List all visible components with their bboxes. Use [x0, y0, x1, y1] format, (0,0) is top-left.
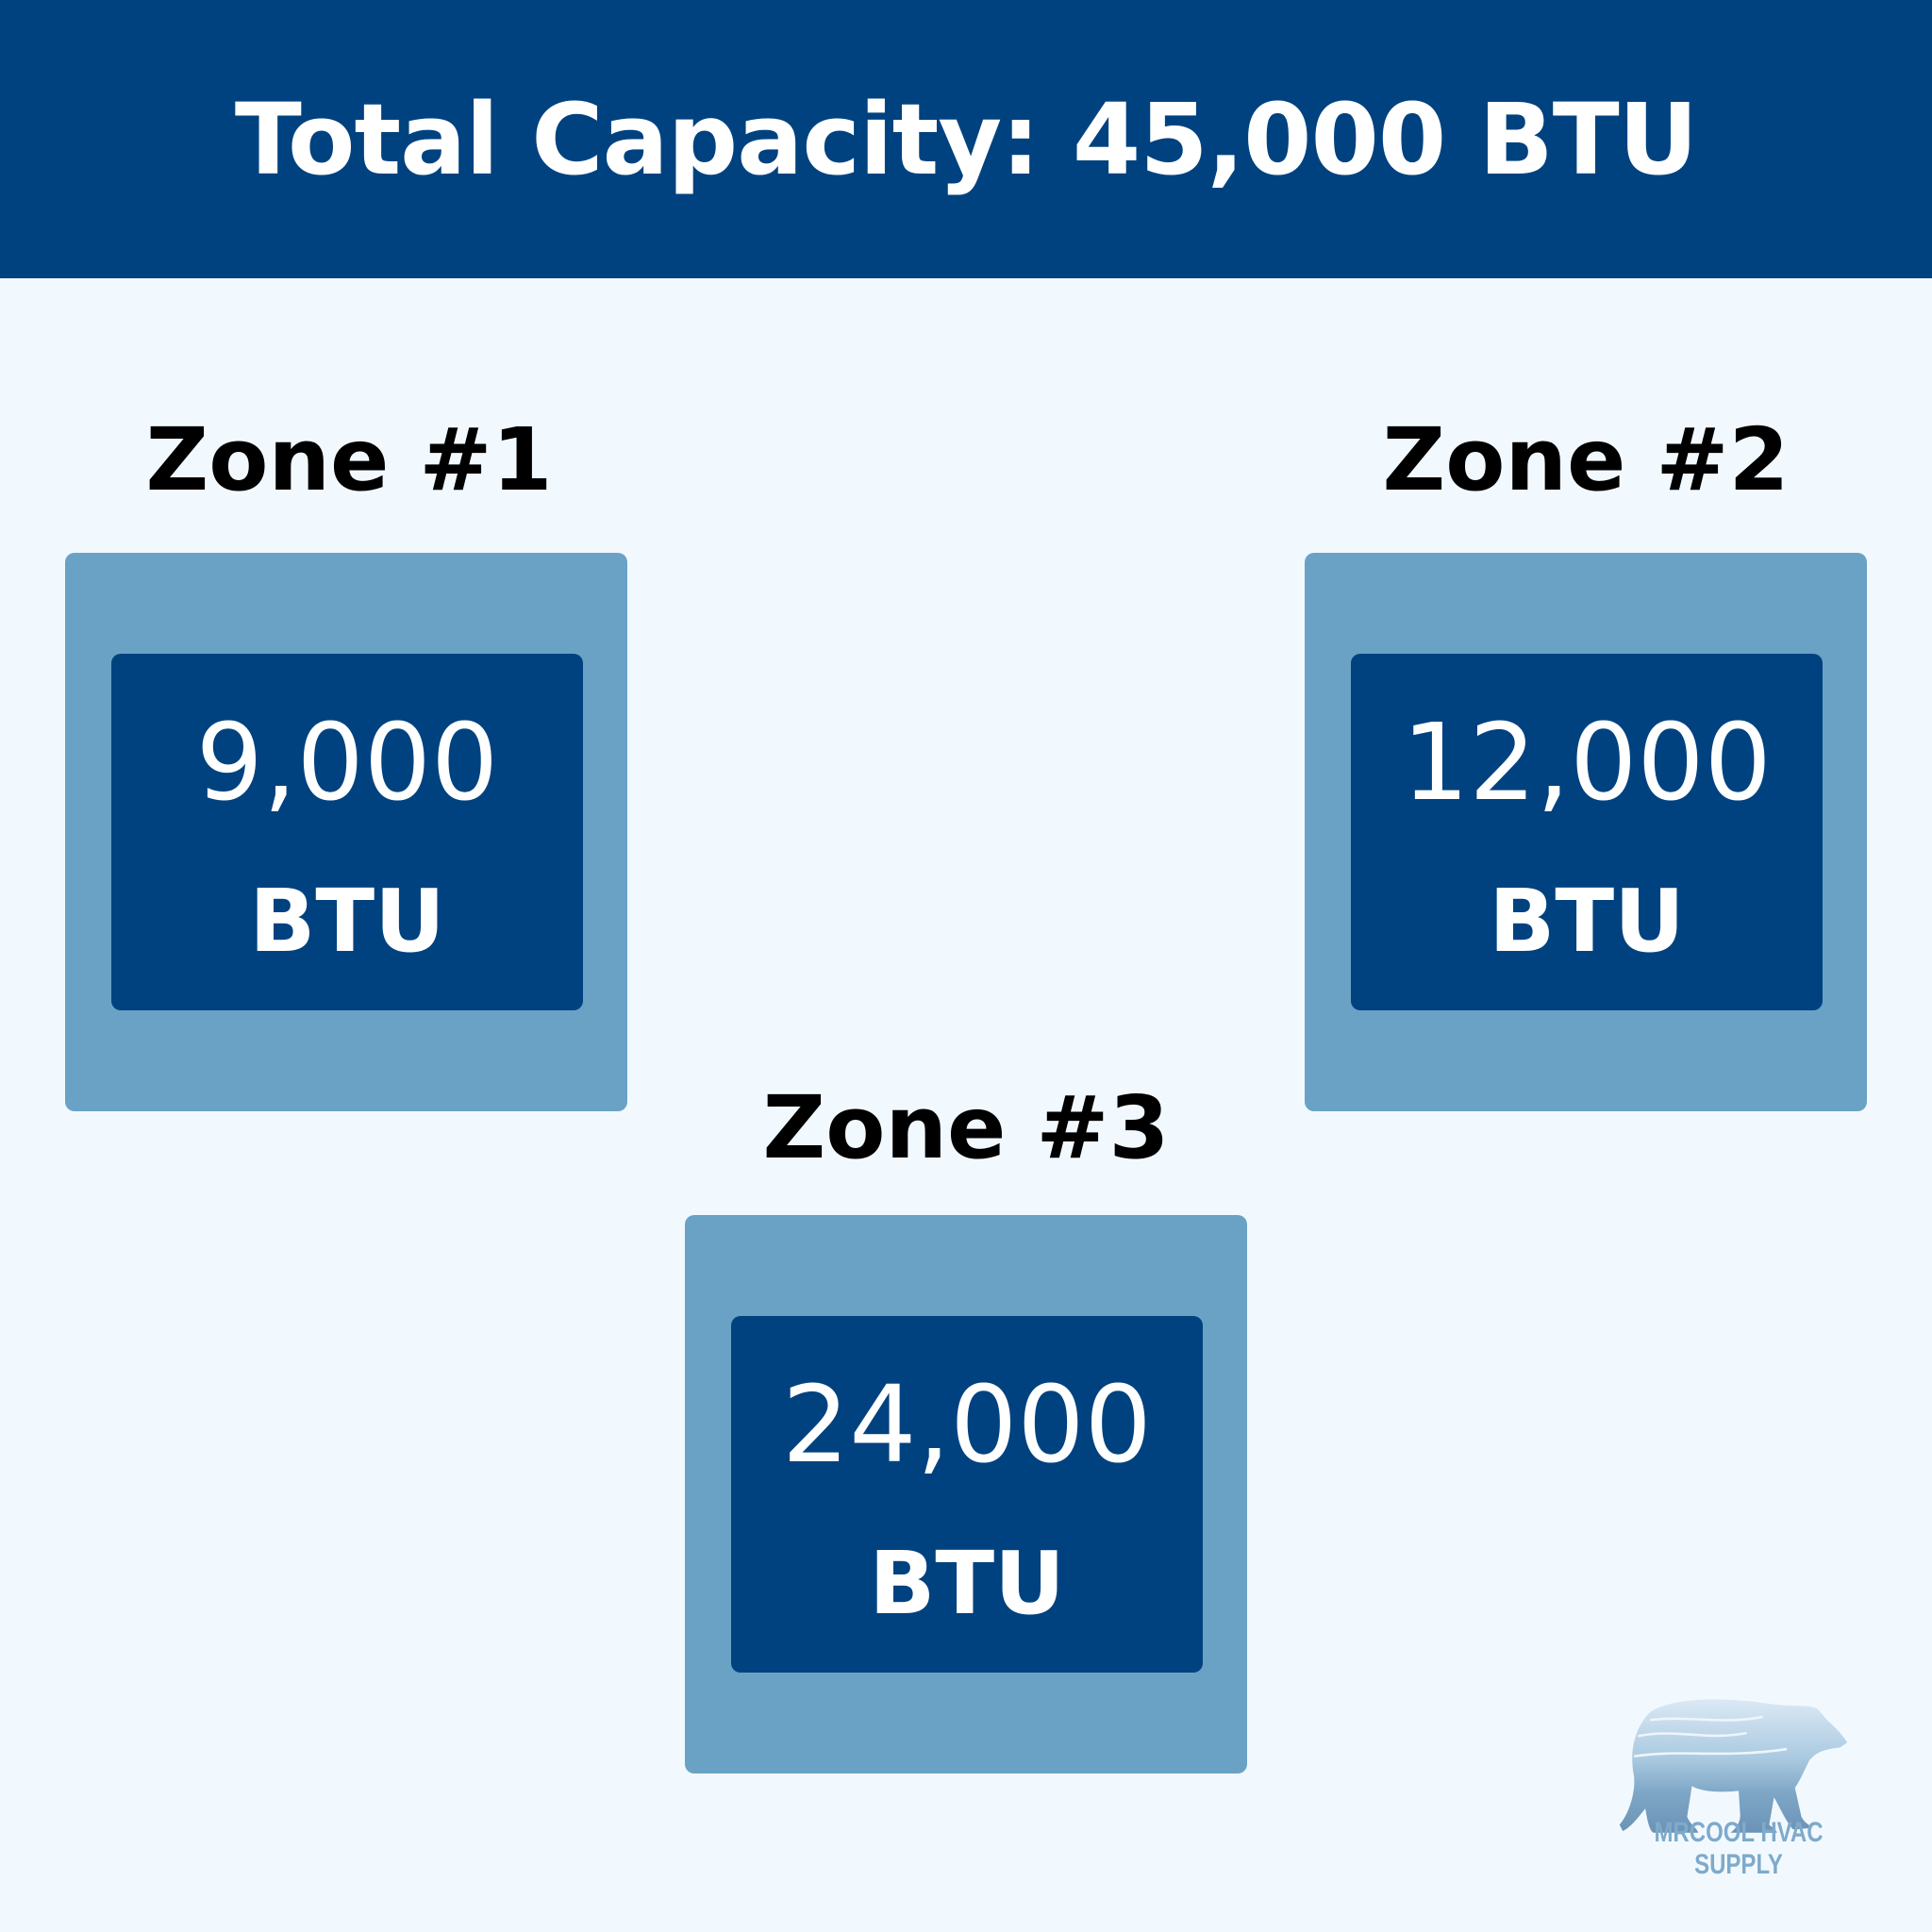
zone-3-value: 24,000	[782, 1364, 1152, 1487]
logo-text: MRCOOL HVAC SUPPLY	[1654, 1817, 1824, 1880]
total-capacity-title: Total Capacity: 45,000 BTU	[234, 81, 1698, 197]
zone-1-value: 9,000	[195, 702, 499, 824]
mrcool-logo: MRCOOL HVAC SUPPLY	[1602, 1675, 1875, 1885]
zone-1-capacity-box: 9,000 BTU	[111, 654, 583, 1010]
zone-1-card: 9,000 BTU	[65, 553, 627, 1111]
polar-bear-icon	[1619, 1699, 1848, 1833]
zone-2-label: Zone #2	[1382, 409, 1790, 510]
zone-2-unit: BTU	[1489, 871, 1685, 972]
zone-2-capacity-box: 12,000 BTU	[1351, 654, 1823, 1010]
zone-2-card: 12,000 BTU	[1305, 553, 1867, 1111]
zone-3-unit: BTU	[869, 1533, 1065, 1634]
zone-1-unit: BTU	[249, 871, 445, 972]
zone-3-capacity-box: 24,000 BTU	[731, 1316, 1203, 1673]
zone-3-label: Zone #3	[762, 1077, 1170, 1178]
zone-3-card: 24,000 BTU	[685, 1215, 1247, 1774]
zone-1-label: Zone #1	[145, 409, 553, 510]
zone-2-value: 12,000	[1402, 702, 1772, 824]
header-banner: Total Capacity: 45,000 BTU	[0, 0, 1932, 278]
